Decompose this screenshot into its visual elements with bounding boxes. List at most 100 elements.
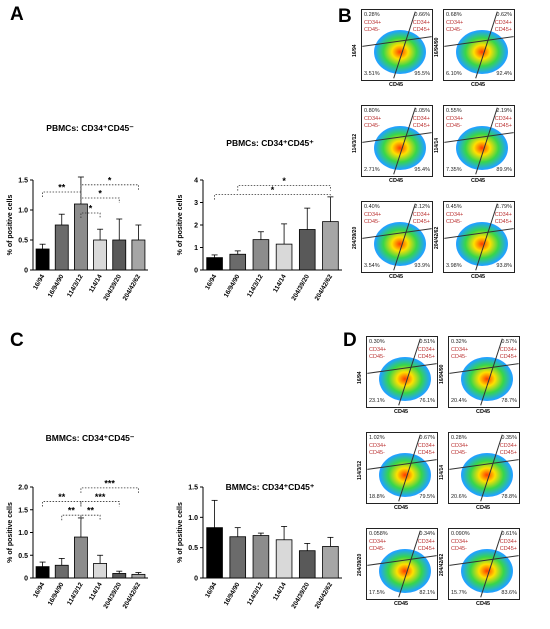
chart-title: BMMCs: CD34⁺CD45⁺ [226, 482, 315, 492]
bar [112, 573, 127, 579]
gate-label: CD34+ [417, 443, 435, 449]
gate-label: CD45+ [494, 219, 512, 225]
x-tick-label: 16/94 [32, 581, 46, 599]
quadrant-ul-percent: 0.45% [446, 204, 462, 210]
y-tick-label: 2.0 [18, 485, 28, 492]
x-tick-label: 204/39/20 [102, 273, 123, 302]
facs-dot-plot: 0.28% 0.35% CD34+ CD45- CD34+ CD45+ 20.6% 78.8% [448, 432, 520, 504]
significance-bracket [42, 191, 82, 197]
significance-label: *** [95, 492, 106, 502]
significance-label: * [282, 176, 286, 186]
gate-label: CD34+ [446, 20, 464, 26]
y-tick-label: 1.5 [18, 507, 28, 514]
bar [35, 248, 50, 271]
gate-label: CD34+ [494, 116, 512, 122]
significance-bracket [80, 501, 120, 507]
gate-label: CD34+ [446, 116, 464, 122]
x-tick-label: 16/94/90 [47, 581, 66, 607]
x-tick-label: 16/94 [204, 273, 218, 291]
quadrant-ul-percent: 0.80% [364, 108, 380, 114]
x-axis-label: CD45 [394, 505, 409, 511]
y-tick-label: 0 [24, 268, 28, 275]
bar [252, 535, 270, 579]
facs-dot-plot: 0.45% 1.79% CD34+ CD45- CD34+ CD45+ 3.98% 93.8% [443, 201, 515, 273]
panel-label-c: C [10, 330, 24, 351]
quadrant-ur-percent: 0.66% [414, 12, 430, 18]
gate-label: CD45- [446, 27, 462, 33]
significance-bracket [214, 194, 331, 200]
significance-label: *** [104, 478, 115, 488]
facs-dot-plot: 0.55% 2.19% CD34+ CD45- CD34+ CD45+ 7.35% 89.9% [443, 105, 515, 177]
quadrant-ul-percent: 0.28% [451, 435, 467, 441]
significance-label: * [98, 189, 102, 199]
sample-label: 204/39/20 [357, 553, 363, 576]
quadrant-lr-percent: 76.1% [419, 398, 435, 404]
significance-bracket [80, 184, 139, 190]
sample-label: 114/14 [434, 137, 440, 153]
bar [298, 229, 316, 271]
y-tick-label: 2 [194, 223, 198, 230]
quadrant-lr-percent: 89.9% [496, 167, 512, 173]
quadrant-ll-percent: 3.54% [364, 263, 380, 269]
gate-label: CD45- [451, 354, 467, 360]
sample-label: 204/42/62 [439, 553, 445, 576]
x-axis-label: CD45 [476, 601, 491, 607]
gate-label: CD34+ [364, 116, 382, 122]
bar [131, 239, 146, 271]
y-tick-label: 0 [24, 576, 28, 583]
quadrant-lr-percent: 92.4% [496, 71, 512, 77]
bar [206, 527, 223, 579]
gate-label: CD45- [364, 27, 380, 33]
gate-label: CD45+ [412, 27, 430, 33]
cell-density-cloud [379, 357, 431, 401]
x-tick-label: 204/39/20 [290, 581, 311, 610]
sample-label: 114/3/12 [352, 133, 358, 153]
quadrant-ur-percent: 1.79% [496, 204, 512, 210]
x-axis-label: CD45 [476, 505, 491, 511]
x-tick-label: 204/42/62 [314, 273, 335, 302]
bar [275, 539, 293, 579]
quadrant-ur-percent: 0.57% [501, 339, 517, 345]
y-tick-label: 1.5 [188, 485, 198, 492]
bar [54, 224, 69, 271]
x-tick-label: 16/94/90 [47, 273, 66, 299]
quadrant-ul-percent: 0.32% [451, 339, 467, 345]
quadrant-ur-percent: 0.61% [501, 531, 517, 537]
gate-label: CD34+ [451, 539, 469, 545]
gate-label: CD34+ [451, 347, 469, 353]
gate-label: CD45+ [412, 123, 430, 129]
quadrant-ul-percent: 0.30% [369, 339, 385, 345]
significance-bracket [80, 487, 139, 493]
gate-label: CD34+ [417, 347, 435, 353]
gate-label: CD34+ [369, 443, 387, 449]
y-tick-label: 0.5 [188, 545, 198, 552]
x-tick-label: 114/3/12 [246, 581, 265, 606]
facs-dot-plot: 0.80% 1.05% CD34+ CD45- CD34+ CD45+ 2.71% 95.4% [361, 105, 433, 177]
facs-dot-plot: 0.32% 0.57% CD34+ CD45- CD34+ CD45+ 20.4% 78.7% [448, 336, 520, 408]
gate-label: CD34+ [412, 212, 430, 218]
panel-label-d: D [343, 330, 357, 351]
gate-label: CD45+ [499, 546, 517, 552]
x-axis-label: CD45 [389, 82, 404, 88]
gate-label: CD45- [369, 354, 385, 360]
quadrant-ur-percent: 0.51% [419, 339, 435, 345]
y-tick-label: 1 [194, 245, 198, 252]
x-tick-label: 114/14 [88, 273, 104, 294]
bar [74, 536, 88, 579]
quadrant-ll-percent: 2.71% [364, 167, 380, 173]
panel-label-a: A [10, 4, 24, 25]
quadrant-ur-percent: 0.67% [419, 435, 435, 441]
panel-label-b: B [338, 6, 352, 27]
cell-density-cloud [374, 30, 426, 74]
significance-bracket [42, 501, 82, 507]
quadrant-ll-percent: 15.7% [451, 590, 467, 596]
cell-density-cloud [379, 453, 431, 497]
x-axis-label: CD45 [394, 409, 409, 415]
facs-dot-plot: 0.090% 0.61% CD34+ CD45- CD34+ CD45+ 15.7% 83.6… [448, 528, 520, 600]
gate-label: CD45+ [494, 27, 512, 33]
y-tick-label: 4 [194, 178, 198, 185]
quadrant-ul-percent: 0.68% [446, 12, 462, 18]
bar [93, 239, 107, 271]
facs-dot-plot: 0.68% 0.62% CD34+ CD45- CD34+ CD45+ 6.10% 92.4% [443, 9, 515, 81]
